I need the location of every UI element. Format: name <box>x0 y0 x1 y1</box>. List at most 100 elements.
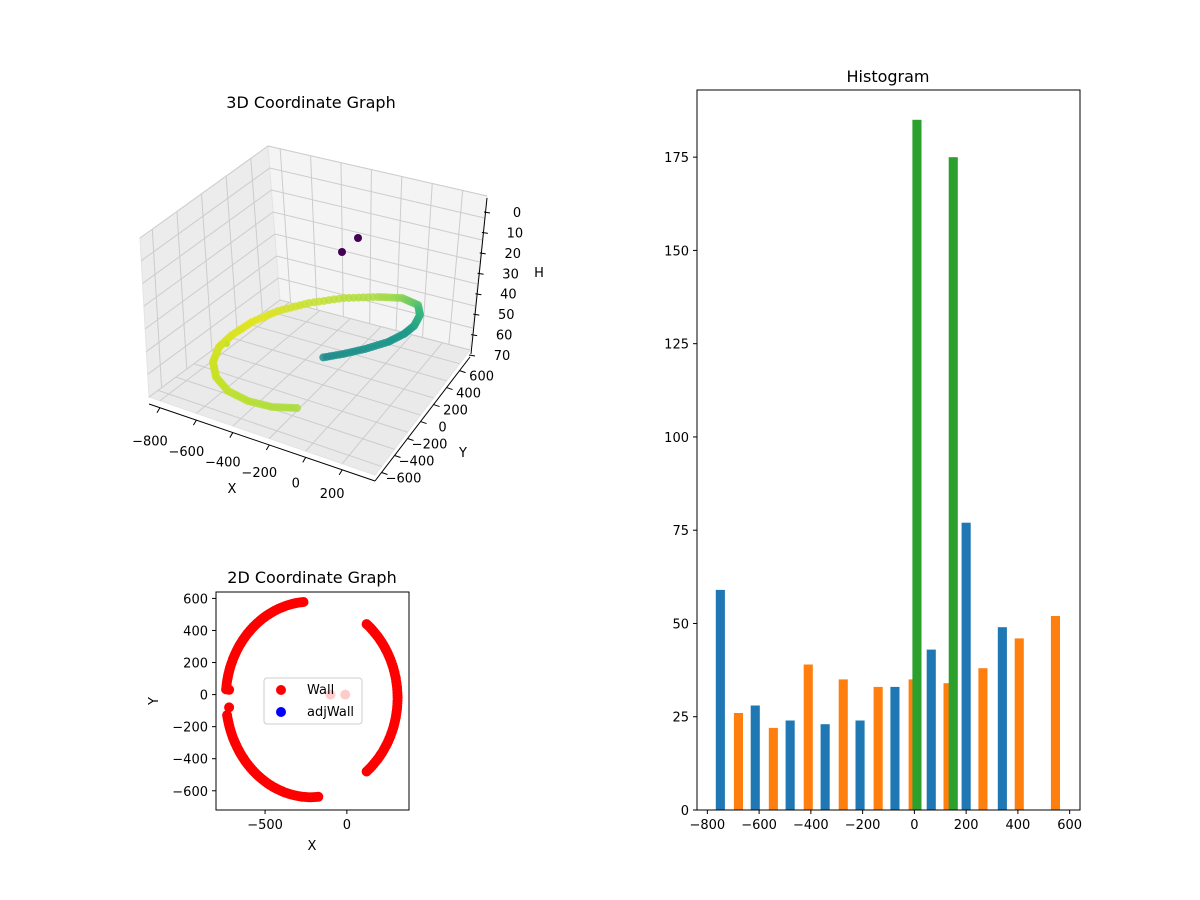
y-tick-label-2d: −600 <box>172 785 208 800</box>
z-tick-mark <box>481 231 488 234</box>
histogram-title: Histogram <box>847 67 930 86</box>
point-3d <box>338 248 346 256</box>
grid-line <box>448 190 464 345</box>
histogram-bar <box>873 686 883 810</box>
x-tick-label-histogram: −800 <box>689 818 725 833</box>
legend-marker-adjwall <box>276 707 286 717</box>
histogram-bar <box>926 649 936 810</box>
histogram-bars <box>715 119 1060 811</box>
chart-2d-title: 2D Coordinate Graph <box>227 568 396 587</box>
legend-label-wall: Wall <box>307 683 334 698</box>
grid-line <box>196 310 321 414</box>
chart-2d-coordinate-graph: 2D Coordinate Graph −500 06004002000−200−… <box>147 568 410 854</box>
grid-line <box>395 176 403 331</box>
x-tick-label-3d: −200 <box>241 466 277 481</box>
grid-line <box>232 318 351 427</box>
ticks-histogram: −800 −600 −400 −200 0 200 400 600 0 25 50 75 100 125 1… <box>664 151 1082 833</box>
grid-line <box>225 176 238 332</box>
histogram-bar <box>912 119 922 811</box>
grid-line <box>211 350 421 416</box>
grid-line <box>151 229 163 388</box>
y-tick-label-histogram: 150 <box>664 244 689 259</box>
grid-line <box>340 162 344 317</box>
y-tick-mark <box>446 387 453 391</box>
plot-frame-2d <box>215 591 410 811</box>
x-axis-line <box>148 403 376 482</box>
chart-histogram: Histogram −800 −600 −400 −200 0 200 400 600 0 25 5… <box>664 67 1082 833</box>
z-tick-mark <box>471 334 478 337</box>
histogram-bar <box>978 668 988 810</box>
points-3d <box>209 234 424 412</box>
x-axis-label-3d: X <box>228 482 237 497</box>
ticks-2d: −500 0 600 400 200 0 −200 −400 −600 <box>172 592 351 833</box>
grid-line <box>139 145 488 239</box>
grid-line <box>268 326 382 439</box>
grid-line <box>250 158 263 314</box>
x-tick-mark <box>302 457 307 463</box>
y-tick-label-3d: 200 <box>443 404 468 419</box>
chart-3d-coordinate-graph: 3D Coordinate Graph −800−600−400−2000200… <box>132 93 544 502</box>
z-axis-label-3d: H <box>534 266 544 281</box>
x-tick-mark <box>338 469 343 476</box>
histogram-bar <box>803 664 813 810</box>
x-tick-label-3d: −400 <box>205 456 241 471</box>
y-tick-mark <box>433 404 440 408</box>
legend-box <box>263 677 363 725</box>
x-tick-label-histogram: 600 <box>1057 818 1082 833</box>
x-tick-label-histogram: −400 <box>793 818 829 833</box>
ticks-3d: −800−600−400−2000200−600−400−20002004006… <box>132 206 523 502</box>
x-tick-label-3d: 0 <box>292 476 300 491</box>
x-tick-label-histogram: −600 <box>741 818 777 833</box>
x-tick-label-3d: −600 <box>169 445 205 460</box>
y-tick-label-3d: −200 <box>412 438 448 453</box>
x-axis-label-2d: X <box>308 839 317 854</box>
point-3d <box>319 353 328 362</box>
y-tick-mark <box>420 421 427 425</box>
histogram-bar <box>855 720 865 810</box>
histogram-bar <box>838 679 848 810</box>
x-tick-label-histogram: 0 <box>910 818 918 833</box>
legend-2d: Wall adjWall <box>263 677 363 725</box>
histogram-bar <box>715 589 725 810</box>
x-tick-label-2d: 0 <box>343 818 351 833</box>
y-tick-label-2d: 0 <box>200 689 208 704</box>
grid-line <box>142 189 483 284</box>
z-tick-label-3d: 70 <box>494 349 511 364</box>
y-tick-mark <box>394 455 401 458</box>
z-tick-mark <box>475 293 482 296</box>
x-tick-label-histogram: 200 <box>954 818 979 833</box>
y-tick-label-2d: 200 <box>183 657 208 672</box>
x-tick-label-3d: −800 <box>132 435 168 450</box>
y-tick-label-histogram: 50 <box>672 617 689 632</box>
histogram-bar <box>890 686 900 810</box>
y-tick-mark <box>459 370 466 374</box>
grid-line <box>157 389 382 467</box>
point-2d <box>224 684 235 695</box>
grid-line <box>279 148 292 303</box>
y-tick-mark <box>407 438 414 442</box>
z-tick-label-3d: 0 <box>513 206 521 221</box>
point-3d <box>354 234 362 242</box>
grid-line <box>201 193 213 351</box>
grid-line <box>229 336 434 399</box>
legend-label-adjwall: adjWall <box>307 705 354 720</box>
y-tick-label-histogram: 75 <box>672 524 689 539</box>
x-tick-mark <box>265 444 270 451</box>
x-tick-label-histogram: −200 <box>845 818 881 833</box>
x-tick-mark <box>156 407 161 413</box>
point-2d <box>361 766 372 777</box>
grid-line <box>176 211 188 370</box>
histogram-bar <box>785 720 795 810</box>
z-tick-label-3d: 40 <box>500 288 517 303</box>
z-tick-mark <box>483 211 491 214</box>
y-tick-label-2d: 400 <box>183 624 208 639</box>
x-tick-mark <box>192 419 197 426</box>
y-tick-label-histogram: 125 <box>664 338 689 353</box>
x-tick-label-2d: −500 <box>247 818 283 833</box>
y-axis-label-3d: Y <box>458 446 467 461</box>
plot-frame-histogram <box>696 89 1081 811</box>
z-tick-label-3d: 30 <box>502 267 519 282</box>
histogram-bar <box>961 522 971 810</box>
histogram-bar <box>943 683 953 810</box>
y-tick-label-histogram: 0 <box>681 804 689 819</box>
